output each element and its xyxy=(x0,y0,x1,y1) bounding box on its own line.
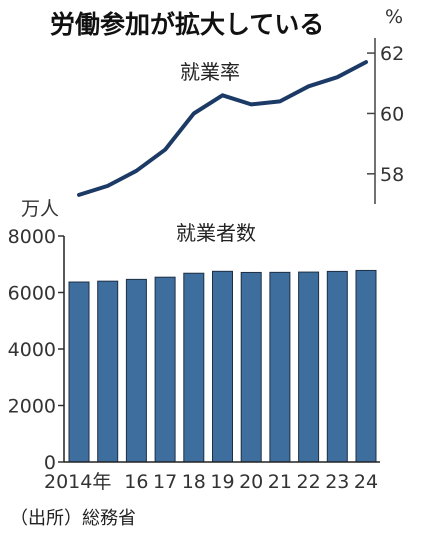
bar xyxy=(69,282,89,462)
bar-x-label: 23 xyxy=(325,471,349,493)
bar xyxy=(299,272,319,462)
bar-x-label: 22 xyxy=(297,471,321,493)
bar-tick-label: 2000 xyxy=(8,396,56,418)
line-tick-label: 58 xyxy=(380,164,404,186)
bar-x-labels: 2014年 16 17 18 19 20 21 22 23 24 xyxy=(44,471,378,493)
line-tick-label: 62 xyxy=(380,43,404,65)
bar xyxy=(213,271,233,462)
bar-x-label: 17 xyxy=(153,471,177,493)
line-tick-label: 60 xyxy=(380,103,404,125)
line-unit-label: % xyxy=(385,6,403,28)
line-chart: 58 60 62 就業率 xyxy=(79,38,404,204)
bar-x-label: 19 xyxy=(210,471,234,493)
bar xyxy=(356,270,376,462)
bar-tick-label: 6000 xyxy=(8,283,56,305)
line-series-label: 就業率 xyxy=(180,60,240,84)
bar xyxy=(155,277,175,462)
bar-tick-label: 4000 xyxy=(8,339,56,361)
bars xyxy=(69,270,376,462)
bar-x-label: 18 xyxy=(182,471,206,493)
bar-x-label: 16 xyxy=(124,471,148,493)
bar-series-label: 就業者数 xyxy=(176,221,256,245)
bar xyxy=(98,281,118,462)
bar-x-label: 21 xyxy=(268,471,292,493)
bar-x-label: 24 xyxy=(354,471,378,493)
bar xyxy=(184,273,204,462)
bar-x-label: 20 xyxy=(239,471,263,493)
bar xyxy=(126,279,146,462)
bar xyxy=(270,272,290,462)
chart-title: 労働参加が拡大している xyxy=(50,10,324,39)
source-note: （出所）総務省 xyxy=(10,508,136,529)
line-y-ticks: 58 60 62 xyxy=(367,43,404,186)
bar xyxy=(241,272,261,462)
bar xyxy=(327,271,347,462)
bar-x-label: 2014年 xyxy=(44,471,111,493)
bar-unit-label: 万人 xyxy=(21,198,59,220)
bar-tick-label: 8000 xyxy=(8,226,56,248)
